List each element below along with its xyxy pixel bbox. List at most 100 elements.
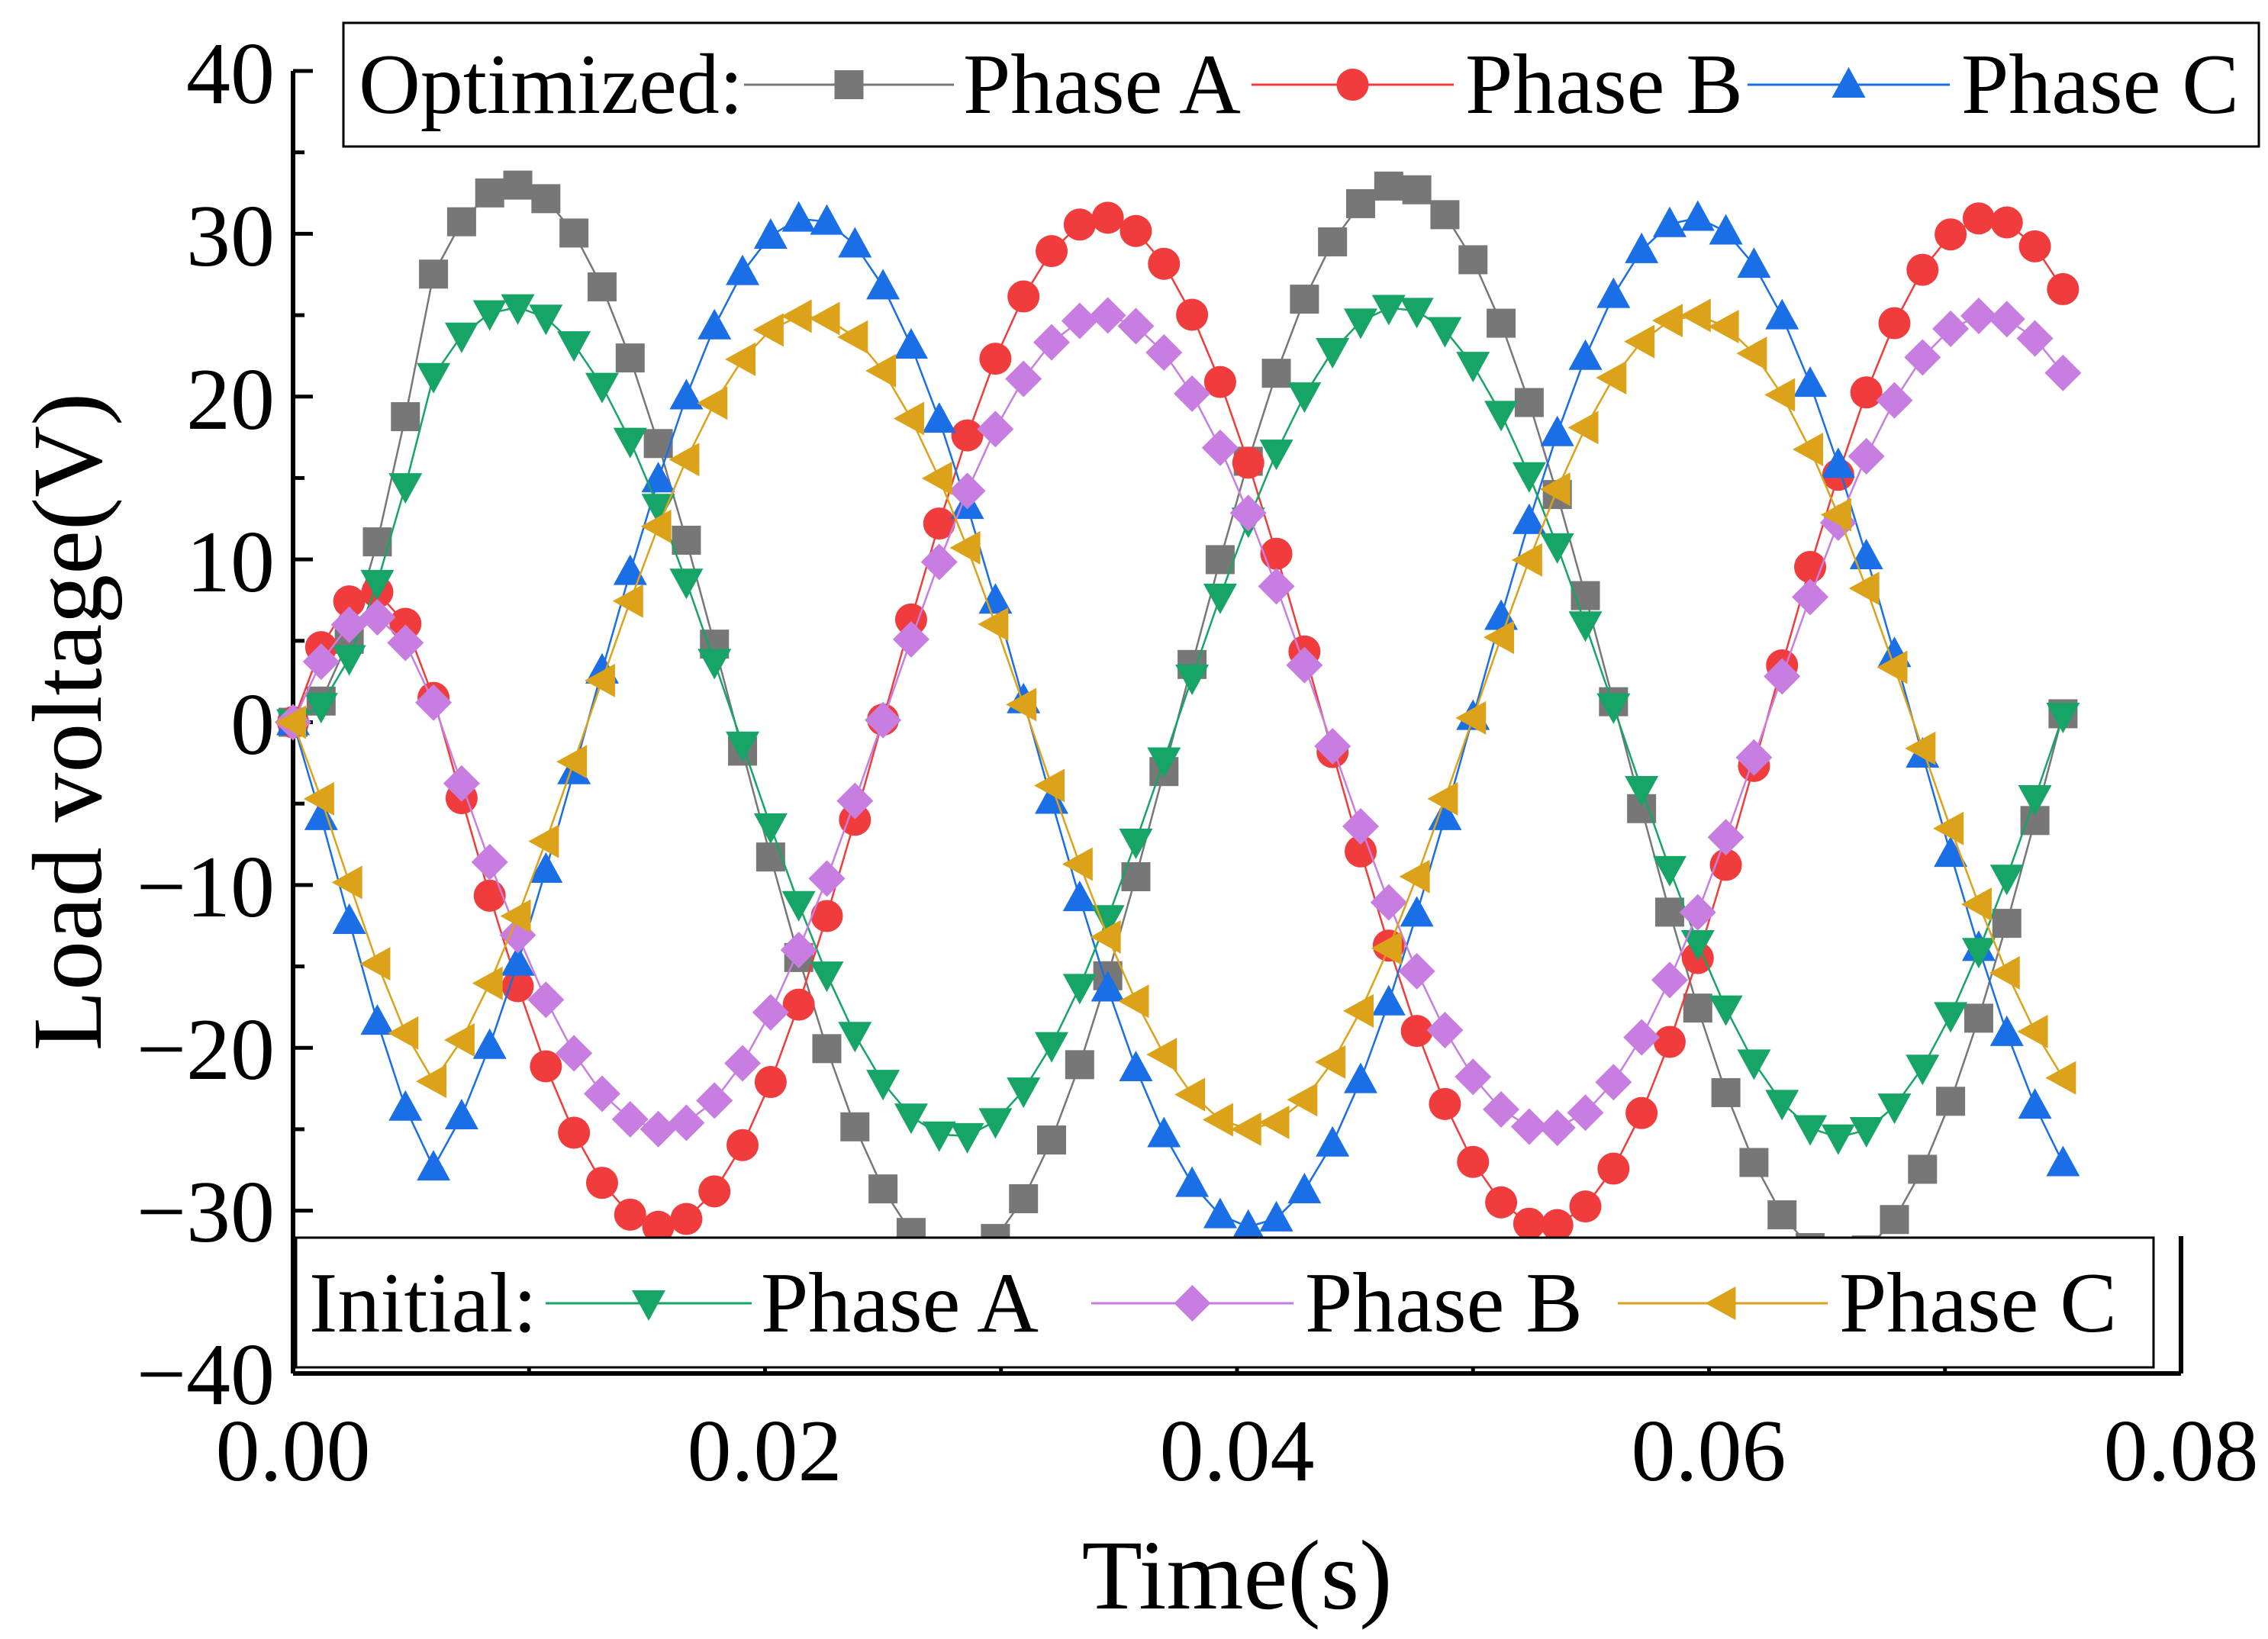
point-optimized-phase-a bbox=[1964, 1003, 1993, 1033]
point-initial-phase-c bbox=[528, 824, 559, 858]
point-optimized-phase-a bbox=[1487, 308, 1516, 338]
point-initial-phase-b bbox=[1510, 1108, 1548, 1145]
x-tick-label: 0.08 bbox=[2104, 1402, 2259, 1500]
legend-optimized-label-b: Phase B bbox=[1465, 37, 1743, 132]
point-initial-phase-a bbox=[444, 322, 478, 353]
point-initial-phase-b bbox=[527, 981, 565, 1019]
point-initial-phase-a bbox=[332, 645, 366, 676]
point-initial-phase-b bbox=[1061, 302, 1098, 340]
point-initial-phase-b bbox=[330, 606, 368, 643]
point-optimized-phase-c bbox=[388, 1090, 423, 1121]
point-optimized-phase-c bbox=[501, 945, 535, 976]
point-optimized-phase-b bbox=[1906, 253, 1939, 286]
point-optimized-phase-b bbox=[1878, 307, 1911, 340]
point-optimized-phase-b bbox=[614, 1198, 646, 1231]
point-initial-phase-a bbox=[585, 372, 619, 404]
y-tick-label: 10 bbox=[186, 514, 275, 611]
point-initial-phase-c bbox=[1624, 324, 1655, 359]
point-initial-phase-a bbox=[1596, 693, 1631, 724]
point-initial-phase-b bbox=[583, 1075, 620, 1113]
point-optimized-phase-a bbox=[1992, 909, 2022, 939]
point-initial-phase-b bbox=[752, 993, 789, 1031]
point-initial-phase-c bbox=[1371, 931, 1402, 965]
point-initial-phase-a bbox=[1007, 1077, 1041, 1109]
point-optimized-phase-c bbox=[1259, 1200, 1293, 1232]
point-optimized-phase-c bbox=[417, 1150, 451, 1181]
point-initial-phase-b bbox=[1314, 728, 1351, 765]
point-optimized-phase-c bbox=[1512, 503, 1546, 534]
point-optimized-phase-c bbox=[1849, 538, 1883, 569]
point-initial-phase-b bbox=[780, 932, 817, 969]
point-optimized-phase-a bbox=[362, 527, 392, 557]
x-axis-title: Time(s) bbox=[1082, 1521, 1393, 1631]
point-initial-phase-b bbox=[1370, 884, 1407, 921]
point-initial-phase-a bbox=[1906, 1055, 1940, 1086]
point-initial-phase-b bbox=[1904, 339, 1941, 376]
point-initial-phase-a bbox=[529, 304, 563, 336]
point-initial-phase-a bbox=[1175, 665, 1210, 696]
point-initial-phase-a bbox=[1484, 401, 1519, 432]
point-optimized-phase-c bbox=[838, 227, 872, 258]
point-initial-phase-a bbox=[1961, 938, 1996, 969]
y-tick-label: −10 bbox=[137, 839, 275, 936]
point-optimized-phase-b bbox=[1513, 1207, 1545, 1240]
point-optimized-phase-c bbox=[781, 201, 816, 232]
legend-marker-optimized-phase-a bbox=[834, 70, 864, 99]
point-initial-phase-b bbox=[2044, 354, 2082, 391]
point-optimized-phase-a bbox=[1514, 388, 1544, 417]
point-initial-phase-b bbox=[1258, 568, 1295, 605]
point-optimized-phase-c bbox=[332, 903, 366, 934]
point-initial-phase-c bbox=[1848, 572, 1880, 606]
point-initial-phase-a bbox=[1371, 295, 1406, 326]
point-optimized-phase-c bbox=[894, 327, 928, 359]
legend-initial-label-a: Phase A bbox=[761, 1256, 1039, 1351]
point-initial-phase-a bbox=[1680, 929, 1715, 961]
point-initial-phase-c bbox=[1258, 1106, 1290, 1140]
point-optimized-phase-c bbox=[978, 583, 1013, 614]
point-optimized-phase-c bbox=[1231, 1209, 1265, 1240]
point-optimized-phase-c bbox=[1062, 881, 1097, 912]
point-initial-phase-b bbox=[1089, 297, 1126, 334]
point-initial-phase-c bbox=[556, 745, 588, 779]
point-initial-phase-a bbox=[2046, 702, 2080, 733]
legend-optimized-samples bbox=[744, 67, 1950, 101]
point-optimized-phase-a bbox=[1261, 359, 1291, 388]
point-optimized-phase-c bbox=[726, 254, 760, 285]
x-tick-label: 0.06 bbox=[1632, 1402, 1786, 1500]
point-optimized-phase-b bbox=[923, 507, 955, 540]
y-tick-label: 20 bbox=[186, 351, 275, 449]
point-initial-phase-a bbox=[1765, 1090, 1799, 1121]
point-initial-phase-a bbox=[1147, 747, 1181, 778]
point-initial-phase-b bbox=[639, 1110, 677, 1148]
series-initial-phase-c bbox=[275, 298, 2076, 1146]
legend-marker-initial-phase-b bbox=[1174, 1285, 1211, 1322]
legend-marker-initial-phase-a bbox=[632, 1290, 665, 1321]
point-optimized-phase-a bbox=[1430, 200, 1460, 230]
point-initial-phase-c bbox=[1877, 650, 1908, 684]
point-initial-phase-a bbox=[1989, 865, 2024, 896]
point-initial-phase-b bbox=[1342, 808, 1379, 845]
point-initial-phase-b bbox=[1398, 952, 1435, 990]
point-initial-phase-a bbox=[697, 649, 732, 680]
point-initial-phase-c bbox=[1090, 919, 1121, 954]
point-initial-phase-a bbox=[1062, 974, 1097, 1005]
point-optimized-phase-b bbox=[501, 970, 534, 1003]
point-optimized-phase-c bbox=[1989, 1015, 2024, 1046]
point-initial-phase-b bbox=[977, 411, 1014, 448]
legend-initial-label-b: Phase B bbox=[1305, 1256, 1583, 1351]
point-optimized-phase-c bbox=[444, 1099, 478, 1130]
point-initial-phase-c bbox=[1539, 472, 1571, 507]
point-optimized-phase-b bbox=[1962, 202, 1995, 235]
point-initial-phase-a bbox=[304, 693, 338, 724]
point-optimized-phase-a bbox=[755, 842, 785, 872]
point-initial-phase-b bbox=[471, 843, 508, 881]
point-optimized-phase-c bbox=[1484, 599, 1519, 630]
point-optimized-phase-a bbox=[1402, 175, 1432, 204]
legend-optimized-label-a: Phase A bbox=[963, 37, 1241, 132]
point-initial-phase-a bbox=[2018, 785, 2052, 816]
point-optimized-phase-a bbox=[1009, 1183, 1039, 1213]
point-optimized-phase-a bbox=[1936, 1087, 1966, 1116]
point-initial-phase-b bbox=[1932, 310, 1970, 347]
point-optimized-phase-a bbox=[840, 1112, 870, 1142]
